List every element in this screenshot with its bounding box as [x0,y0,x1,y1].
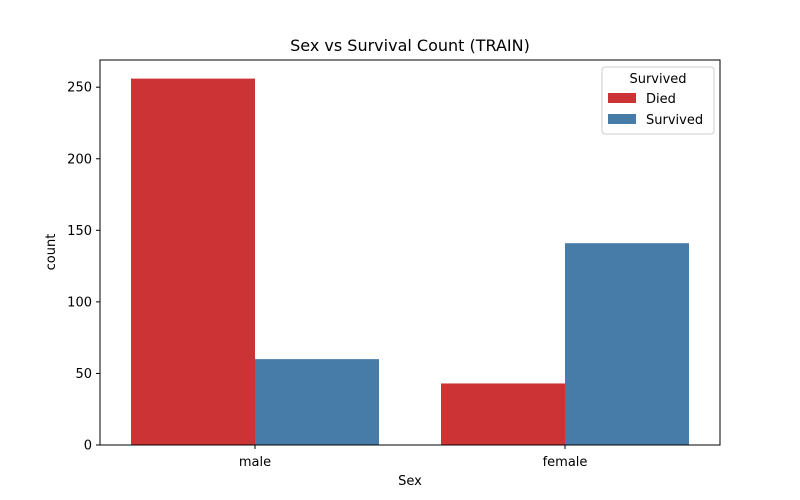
bars-layer [131,78,689,445]
y-tick-label: 50 [75,367,92,382]
legend: Survived Died Survived [601,66,715,135]
legend-items: Died Survived [608,92,703,128]
y-axis-label: count [44,234,59,271]
y-tick-label: 200 [67,152,92,167]
legend-swatch-survived [608,114,636,124]
x-axis: male female [239,445,588,470]
x-axis-label: Sex [398,474,422,489]
bar-survived-female [565,243,689,445]
legend-swatch-died [608,93,636,103]
y-axis: 0 50 100 150 200 250 [67,81,100,454]
legend-label-died: Died [646,92,676,107]
y-tick-label: 0 [84,439,92,454]
bar-survived-male [255,359,379,445]
x-tick-label-male: male [239,455,271,470]
bar-died-male [131,78,255,445]
y-tick-label: 150 [67,224,92,239]
x-tick-label-female: female [543,455,588,470]
y-tick-label: 250 [67,81,92,96]
plot-frame [99,59,721,446]
legend-title: Survived [629,72,686,87]
chart-title: Sex vs Survival Count (TRAIN) [290,36,530,55]
bar-died-female [441,383,565,445]
legend-label-survived: Survived [646,113,703,128]
y-tick-label: 100 [67,295,92,310]
